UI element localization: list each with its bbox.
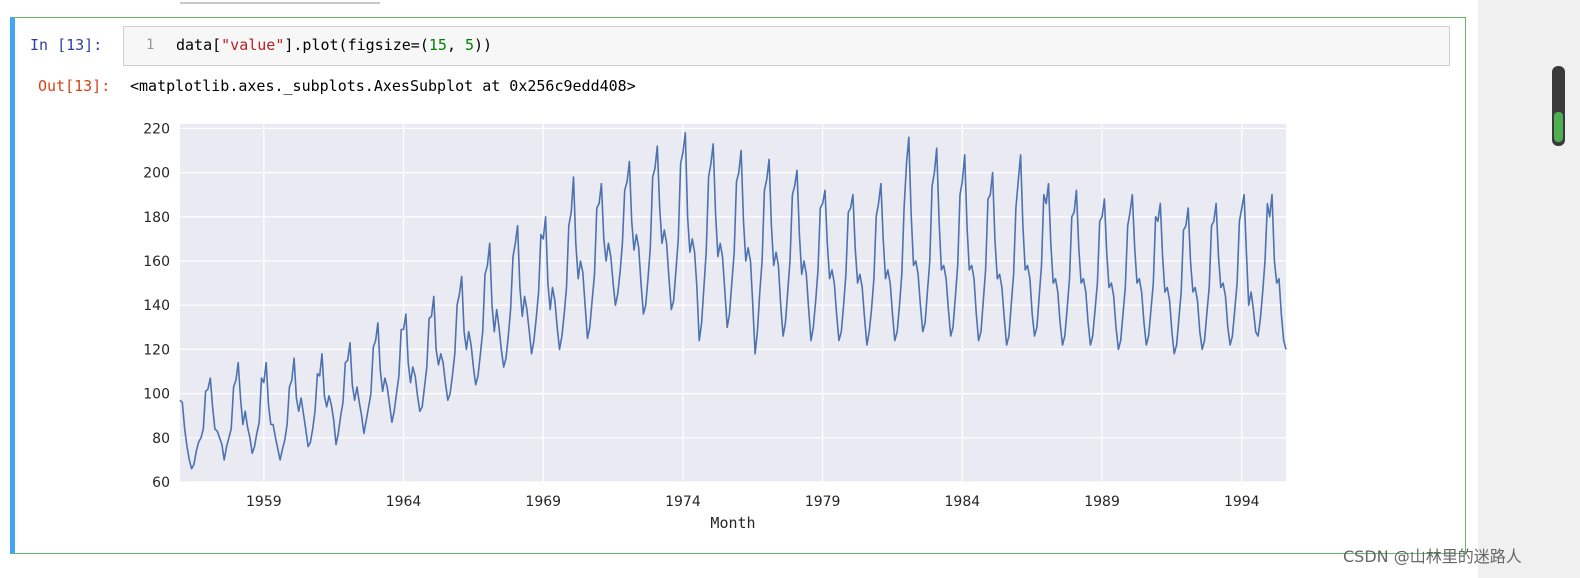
x-tick-label: 1974 <box>665 494 701 510</box>
watermark: CSDN @山林里的迷路人 <box>1343 547 1522 566</box>
y-tick-label: 100 <box>143 387 170 403</box>
previous-cell-edge <box>0 0 1470 14</box>
output-prompt: Out[13]: <box>38 77 111 95</box>
code-input-area[interactable] <box>123 26 1450 66</box>
x-tick-label: 1989 <box>1084 494 1120 510</box>
x-axis-label: Month <box>710 514 755 532</box>
y-tick-label: 220 <box>143 121 170 137</box>
series-line <box>179 131 1287 470</box>
scrollbar-thumb[interactable] <box>1552 66 1565 146</box>
code-token: , <box>446 36 465 54</box>
y-tick-label: 80 <box>152 431 170 447</box>
code-token: data[ <box>176 36 222 54</box>
code-number: 5 <box>465 36 475 54</box>
code-token: )) <box>474 36 493 54</box>
previous-cell-fragment <box>180 0 380 4</box>
x-tick-label: 1969 <box>525 494 561 510</box>
line-number: 1 <box>146 37 155 53</box>
code-token: ].plot(figsize=( <box>284 36 429 54</box>
x-tick-label: 1979 <box>805 494 841 510</box>
output-repr: <matplotlib.axes._subplots.AxesSubplot a… <box>130 77 636 95</box>
code-line[interactable]: data["value"].plot(figsize=(15, 5)) <box>176 36 492 54</box>
y-tick-label: 200 <box>143 166 170 182</box>
x-tick-label: 1964 <box>386 494 422 510</box>
y-tick-label: 60 <box>152 475 170 491</box>
input-prompt: In [13]: <box>30 36 103 54</box>
y-tick-label: 160 <box>143 254 170 270</box>
x-tick-label: 1994 <box>1224 494 1260 510</box>
y-tick-label: 120 <box>143 342 170 358</box>
line-chart: 60 80 100 120 140 160 180 200 220 1959 1964 1969 197… <box>143 121 1287 532</box>
x-tick-label: 1984 <box>945 494 981 510</box>
scroll-position-marker <box>1554 112 1563 142</box>
y-tick-label: 140 <box>143 298 170 314</box>
y-tick-label: 180 <box>143 210 170 226</box>
x-tick-label: 1959 <box>246 494 282 510</box>
plot-background <box>180 124 1286 482</box>
code-number: 15 <box>428 36 447 54</box>
code-string: "value" <box>221 36 285 54</box>
